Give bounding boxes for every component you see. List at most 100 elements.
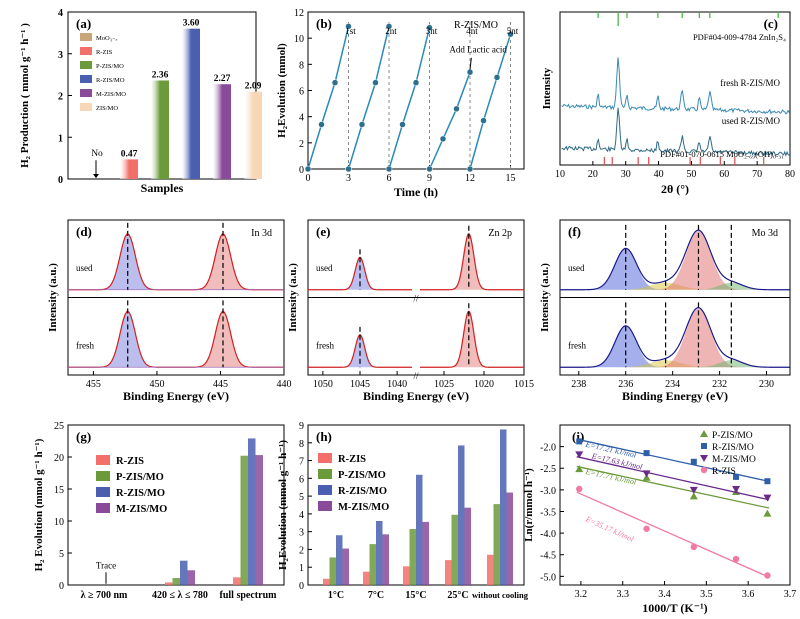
panel-c-xtick-label: 80 xyxy=(785,169,795,180)
panel-i-xtick-label: 3.4 xyxy=(658,589,671,600)
panel-h-ytick-label: 7 xyxy=(299,457,304,468)
panel-i-xtick-label: 3.5 xyxy=(700,589,713,600)
panel-d-xtick-label: 440 xyxy=(277,379,292,390)
panel-i-ytick-label: -2.5 xyxy=(540,464,556,475)
panel-h-bar xyxy=(500,429,507,585)
panel-c-xlabel: 2θ (°) xyxy=(661,182,689,196)
panel-b-point xyxy=(345,165,352,173)
panel-i-point xyxy=(700,455,708,462)
panel-g-bar xyxy=(255,455,263,585)
panel-f-used-fill xyxy=(560,282,790,290)
panel-f-fresh-label: fresh xyxy=(568,341,586,351)
panel-c-xtick-label: 50 xyxy=(686,169,696,180)
panel-a-bar xyxy=(182,28,200,180)
panel-e-axis-break: // xyxy=(413,371,419,381)
panel-h-ytick-label: 4 xyxy=(299,510,304,521)
panel-e-xtick-label: 1040 xyxy=(387,379,407,390)
panel-a-legend-label: P-ZIS/MO xyxy=(96,63,124,70)
panel-b-frame xyxy=(307,11,525,170)
panel-h-bar xyxy=(403,566,410,585)
panel-c-xtick-label: 10 xyxy=(555,169,565,180)
panel-b-xlabel: Time (h) xyxy=(394,185,438,199)
panel-g-legend-swatch xyxy=(96,487,110,497)
panel-h-bar xyxy=(409,529,416,585)
panel-f-title: Mo 3d xyxy=(752,228,778,239)
panel-g-legend-swatch xyxy=(96,503,110,513)
panel-a-tag: (a) xyxy=(76,16,91,31)
panel-a-no-arrowhead xyxy=(93,173,99,179)
panel-d-xlabel: Binding Energy (eV) xyxy=(123,389,229,403)
panel-c-xtick-label: 20 xyxy=(588,169,598,180)
panel-b-point xyxy=(358,121,366,128)
panel-a-bar-label: 0.47 xyxy=(121,149,138,159)
panel-b-point xyxy=(453,105,460,113)
panel-i-ea-label: E=35.17 kJ/mol xyxy=(583,514,635,544)
panel-h-bar xyxy=(506,492,513,585)
panel-d-used-label: used xyxy=(76,263,93,273)
panel-d-title: In 3d xyxy=(251,228,272,239)
panel-h-bar xyxy=(363,571,370,585)
panel-f-xtick-label: 232 xyxy=(712,379,727,390)
panel-g-ytick-label: 5 xyxy=(59,549,64,560)
panel-g-bar xyxy=(248,438,256,585)
panel-h-bar xyxy=(487,554,494,585)
panel-h-bar xyxy=(416,474,423,585)
panel-i-frame xyxy=(559,424,791,586)
panel-b-xtick-label: 0 xyxy=(306,173,311,184)
panel-h-ytick-label: 0 xyxy=(299,581,304,592)
panel-b-xtick-label: 3 xyxy=(346,173,351,184)
panel-b-series-line xyxy=(428,71,471,170)
panel-a-bar-label: 3.60 xyxy=(183,19,200,29)
panel-g-legend-label: R-ZIS xyxy=(116,456,144,467)
panel-b-point xyxy=(331,79,339,86)
panel-d-xtick-label: 450 xyxy=(149,379,164,390)
panel-f-used-envelope xyxy=(560,229,790,291)
panel-i-legend-label: R-ZIS xyxy=(712,467,736,477)
panel-i-point xyxy=(642,470,651,478)
panel-e-xtick-label: 1020 xyxy=(474,379,494,390)
panel-f-xtick-label: 234 xyxy=(665,379,680,390)
panel-g-bar xyxy=(180,560,188,585)
panel-b-xtick-label: 6 xyxy=(387,173,392,184)
panel-d-used-fill xyxy=(68,233,284,290)
panel-h-legend-label: R-ZIS xyxy=(338,454,366,465)
panel-d-ylabel: Intensity (a.u.) xyxy=(47,263,59,332)
panel-h-xtick-label: 1°C xyxy=(328,590,344,601)
panel-b-cycle-label: 2nt xyxy=(385,26,397,36)
panel-b-annotation-arrow xyxy=(469,57,472,70)
panel-c-tag: (c) xyxy=(764,16,778,31)
panel-h-bar xyxy=(493,504,500,585)
panel-i-point xyxy=(643,450,650,457)
panel-a-bar-label: No xyxy=(91,149,103,159)
panel-c-xtick-label: 70 xyxy=(752,169,762,180)
panel-b-point xyxy=(318,121,325,128)
panel-c-ylabel: Intensity xyxy=(541,67,553,109)
panel-i-point xyxy=(732,486,741,493)
panel-e-xtick-label: 1015 xyxy=(514,379,534,390)
panel-i-point xyxy=(643,525,650,532)
panel-a-bar xyxy=(244,91,262,179)
panel-g-bar xyxy=(240,455,248,585)
panel-h-bar xyxy=(369,544,376,585)
panel-h-bar xyxy=(376,521,383,585)
panel-a-legend-label: ZIS/MO xyxy=(96,105,118,112)
panel-i-point xyxy=(690,543,698,551)
panel-h-bar xyxy=(323,578,330,585)
panel-a-bar-label: 2.36 xyxy=(152,70,169,80)
panel-e-tag: (e) xyxy=(316,224,330,239)
panel-b-series-line xyxy=(469,34,512,170)
panel-i-ytick-label: -5.0 xyxy=(540,572,556,583)
panel-g-bar xyxy=(233,577,241,585)
panel-i-point xyxy=(575,451,584,459)
panel-g-ytick-label: 20 xyxy=(54,453,64,464)
panel-i-fit-line xyxy=(576,491,770,578)
panel-d-fresh-fill xyxy=(68,311,284,368)
panel-h-legend-label: P-ZIS/MO xyxy=(338,470,386,481)
panel-i-legend-label: P-ZIS/MO xyxy=(712,431,753,441)
panel-e-fresh-label: fresh xyxy=(316,341,334,351)
panel-h-legend-label: R-ZIS/MO xyxy=(338,486,387,497)
panel-i-point xyxy=(689,486,698,494)
panel-e-used-label: used xyxy=(316,263,333,273)
panel-f-fresh-fill xyxy=(560,326,790,368)
panel-i-legend-label: M-ZIS/MO xyxy=(712,455,756,465)
